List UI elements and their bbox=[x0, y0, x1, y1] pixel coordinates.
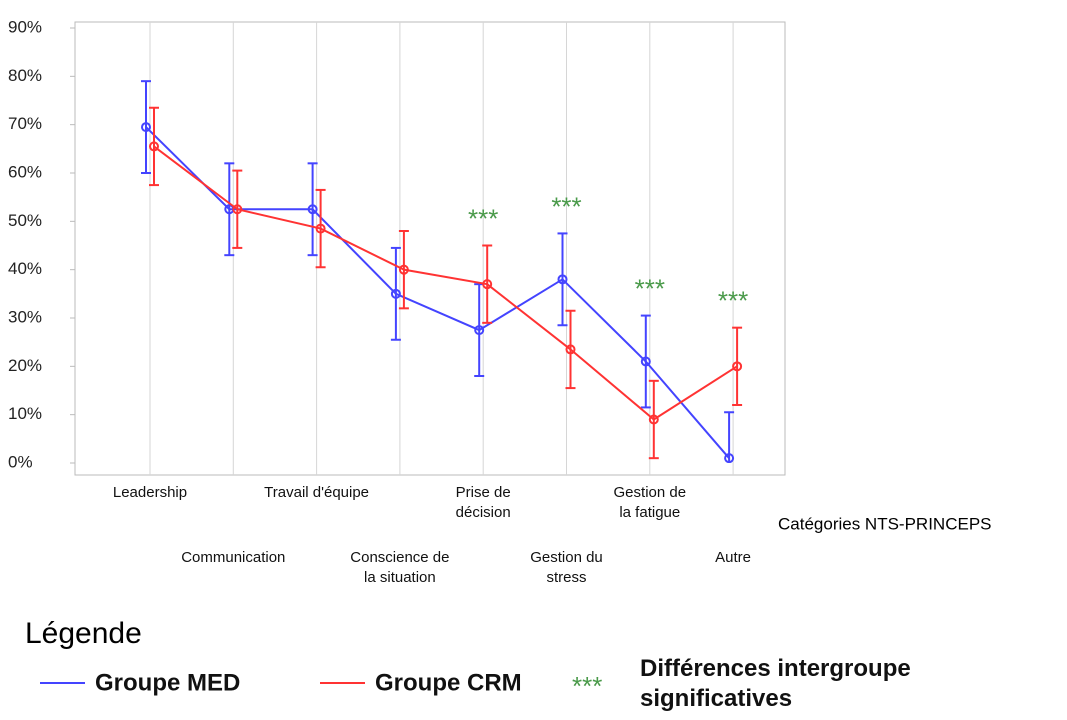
plot-frame bbox=[74, 21, 786, 476]
point bbox=[390, 288, 401, 299]
y-tick-label: 80% bbox=[8, 66, 42, 85]
x-tick-label: Conscience de la situation bbox=[350, 549, 450, 586]
y-tick-label: 0% bbox=[8, 452, 33, 471]
error-bar bbox=[390, 246, 401, 341]
error-bar bbox=[149, 106, 159, 187]
y-tick-label: 10% bbox=[8, 404, 42, 423]
error-bar bbox=[640, 314, 651, 409]
error-bar bbox=[565, 309, 576, 390]
point bbox=[149, 141, 159, 152]
series-line bbox=[153, 145, 738, 421]
legend-label: Groupe MED bbox=[95, 669, 240, 696]
error-bar bbox=[315, 188, 326, 269]
significance-marker: *** bbox=[468, 203, 498, 233]
error-bar bbox=[557, 232, 568, 327]
y-tick-label: 30% bbox=[8, 307, 42, 326]
error-bar bbox=[648, 379, 659, 460]
legend-label: Différences intergroupe significatives bbox=[640, 655, 911, 712]
x-tick-label: Gestion du stress bbox=[530, 549, 603, 586]
point bbox=[482, 279, 493, 290]
y-tick-label: 50% bbox=[8, 211, 42, 230]
significance-marker: *** bbox=[635, 273, 665, 303]
error-bar bbox=[732, 326, 743, 406]
point bbox=[398, 264, 409, 275]
error-bar bbox=[398, 230, 409, 310]
point bbox=[232, 204, 243, 215]
error-bar bbox=[224, 162, 235, 257]
error-bar bbox=[724, 411, 735, 463]
point bbox=[732, 361, 743, 372]
y-tick-label: 90% bbox=[8, 17, 42, 36]
x-tick-label: Leadership bbox=[112, 484, 188, 501]
point bbox=[307, 204, 318, 215]
plot-area bbox=[141, 80, 743, 463]
point bbox=[141, 122, 151, 133]
significance-marker: *** bbox=[718, 286, 748, 316]
y-tick-label: 40% bbox=[8, 259, 42, 278]
point bbox=[557, 274, 568, 285]
error-bar bbox=[141, 80, 151, 174]
x-tick-label: Travail d'équipe bbox=[264, 484, 370, 501]
error-bar bbox=[482, 244, 493, 324]
x-axis-label: Catégories NTS-PRINCEPS bbox=[778, 514, 992, 533]
x-tick-label: Prise de décision bbox=[455, 484, 511, 521]
point bbox=[640, 356, 651, 367]
y-tick-label: 20% bbox=[8, 356, 42, 375]
legend-title: Légende bbox=[25, 617, 142, 650]
significance-marker: *** bbox=[551, 191, 581, 221]
legend-marker: *** bbox=[572, 671, 602, 701]
x-tick-label: Autre bbox=[715, 549, 752, 566]
series-line bbox=[145, 126, 730, 459]
point bbox=[474, 325, 485, 336]
error-bar bbox=[232, 169, 243, 249]
y-tick-label: 60% bbox=[8, 162, 42, 181]
x-tick-label: Communication bbox=[181, 549, 286, 566]
point bbox=[724, 453, 735, 463]
point bbox=[315, 223, 326, 234]
error-bar bbox=[307, 162, 318, 257]
legend-label: Groupe CRM bbox=[375, 669, 522, 696]
y-tick-label: 70% bbox=[8, 114, 42, 133]
point bbox=[648, 414, 659, 425]
point bbox=[565, 344, 576, 355]
x-tick-label: Gestion de la fatigue bbox=[613, 484, 687, 521]
